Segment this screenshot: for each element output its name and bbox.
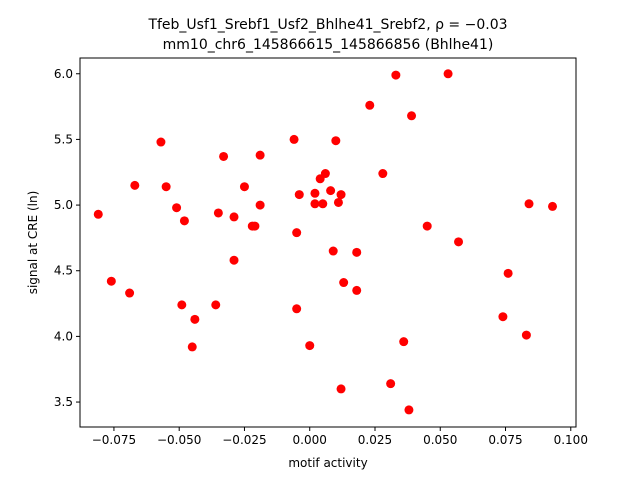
data-point (454, 237, 464, 247)
y-axis-ticks: 3.5 4.0 4.5 5.0 5.5 6.0 (54, 67, 80, 409)
data-point (106, 276, 116, 286)
data-point (289, 134, 299, 144)
plot-frame (79, 57, 577, 428)
data-point (320, 169, 330, 179)
data-point (229, 255, 239, 265)
data-points (93, 69, 558, 415)
data-point (399, 337, 409, 347)
y-tick-label: 5.0 (54, 198, 73, 212)
data-point (292, 304, 302, 314)
data-point (503, 268, 513, 278)
data-point (310, 188, 320, 198)
data-point (310, 199, 320, 209)
data-point (378, 169, 388, 179)
data-point (336, 190, 346, 200)
data-point (255, 200, 265, 210)
x-tick-label: 0.025 (358, 433, 392, 447)
data-point (339, 278, 349, 288)
data-point (407, 111, 417, 121)
chart-title-line2: mm10_chr6_145866615_145866856 (Bhlhe41) (163, 37, 494, 53)
data-point (352, 285, 362, 295)
data-point (336, 384, 346, 394)
x-tick-label: 0.100 (554, 433, 588, 447)
data-point (187, 342, 197, 352)
data-point (213, 208, 223, 218)
y-tick-label: 5.5 (54, 132, 73, 146)
data-point (524, 199, 534, 209)
chart-title-line1: Tfeb_Usf1_Srebf1_Usf2_Bhlhe41_Srebf2, ρ … (147, 17, 507, 33)
data-point (443, 69, 453, 79)
data-point (333, 197, 343, 207)
data-point (391, 70, 401, 80)
data-point (250, 221, 260, 231)
x-tick-label: −0.025 (222, 433, 266, 447)
y-tick-label: 3.5 (54, 395, 73, 409)
data-point (190, 314, 200, 324)
x-axis-ticks: −0.075 −0.050 −0.025 0.000 0.025 0.050 0.075 0.… (92, 427, 588, 447)
data-point (179, 216, 189, 226)
data-point (331, 136, 341, 146)
data-point (255, 150, 265, 160)
x-tick-label: −0.050 (157, 433, 201, 447)
data-point (305, 341, 315, 351)
x-tick-label: 0.000 (293, 433, 327, 447)
y-tick-label: 4.0 (54, 329, 73, 343)
data-point (294, 190, 304, 200)
data-point (326, 186, 336, 196)
y-tick-label: 6.0 (54, 67, 73, 81)
data-point (318, 199, 328, 209)
data-point (172, 203, 182, 213)
data-point (130, 180, 140, 190)
x-tick-label: 0.075 (488, 433, 522, 447)
data-point (328, 246, 338, 256)
y-axis-label: signal at CRE (ln) (26, 191, 40, 295)
data-point (156, 137, 166, 147)
data-point (365, 100, 375, 110)
x-tick-label: 0.050 (423, 433, 457, 447)
data-point (292, 228, 302, 238)
x-axis-label: motif activity (288, 456, 367, 470)
data-point (404, 405, 414, 415)
data-point (498, 312, 508, 322)
data-point (548, 201, 558, 211)
data-point (239, 182, 249, 192)
data-point (125, 288, 135, 298)
data-point (422, 221, 432, 231)
data-point (211, 300, 221, 310)
x-tick-label: −0.075 (92, 433, 136, 447)
data-point (386, 379, 396, 389)
data-point (352, 247, 362, 257)
data-point (177, 300, 187, 310)
data-point (229, 212, 239, 222)
data-point (219, 151, 229, 161)
data-point (521, 330, 531, 340)
data-point (93, 209, 103, 219)
y-tick-label: 4.5 (54, 264, 73, 278)
data-point (161, 182, 171, 192)
